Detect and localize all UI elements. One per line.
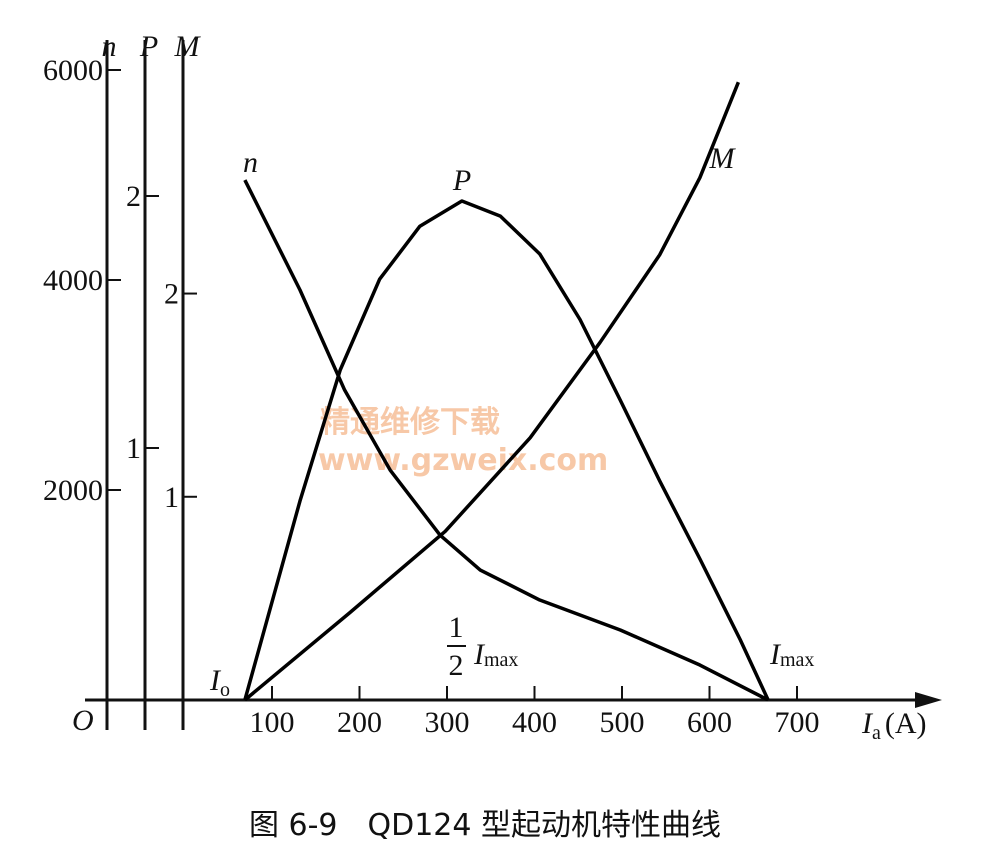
- curve-label: P: [452, 164, 471, 197]
- fraction-denominator: 2: [449, 649, 464, 682]
- curve: [243, 179, 769, 702]
- curve: [243, 81, 740, 702]
- half-imax-main: I: [473, 638, 486, 671]
- curve-label: n: [243, 146, 258, 179]
- y-tick-label: 1: [126, 432, 141, 465]
- imax-sub: max: [780, 649, 814, 671]
- watermark: 精通维修下载: [320, 406, 500, 439]
- x-tick-label: 500: [600, 706, 645, 739]
- io-main: I: [209, 664, 222, 697]
- x-tick-label: 200: [337, 706, 382, 739]
- origin-label: O: [72, 704, 94, 737]
- y-tick-label: 2: [164, 278, 179, 311]
- annotation: Io: [209, 664, 230, 701]
- x-label-sub: a: [872, 722, 881, 744]
- y-tick-label: 2: [126, 180, 141, 213]
- y-tick-label: 2000: [43, 474, 103, 507]
- x-label-unit: (A): [885, 707, 927, 740]
- half-imax-sub: max: [484, 649, 518, 671]
- x-tick-label: 400: [512, 706, 557, 739]
- x-tick-label: 300: [425, 706, 470, 739]
- annotation: Imax: [473, 638, 518, 671]
- imax-main: I: [769, 638, 782, 671]
- curve: [243, 199, 770, 701]
- watermark-url: www.gzweix.com: [318, 443, 608, 478]
- x-tick-label: 700: [775, 706, 820, 739]
- x-tick-label: 600: [687, 706, 732, 739]
- caption: 图 6-9 QD124 型起动机特性曲线: [249, 808, 721, 843]
- y-axis-name: n: [102, 30, 117, 63]
- x-axis-arrow: [915, 692, 942, 708]
- annotation: Imax: [769, 638, 814, 671]
- fraction-numerator: 1: [449, 611, 464, 644]
- x-axis-label: Ia (A): [861, 707, 927, 744]
- y-tick-label: 4000: [43, 264, 103, 297]
- y-tick-label: 1: [164, 481, 179, 514]
- x-label-main: I: [861, 707, 874, 740]
- x-tick-label: 100: [250, 706, 295, 739]
- y-tick-label: 6000: [43, 54, 103, 87]
- y-axis-name: M: [174, 30, 202, 63]
- io-sub: o: [220, 679, 230, 701]
- y-axis-name: P: [139, 30, 158, 63]
- curve-label: M: [709, 142, 737, 175]
